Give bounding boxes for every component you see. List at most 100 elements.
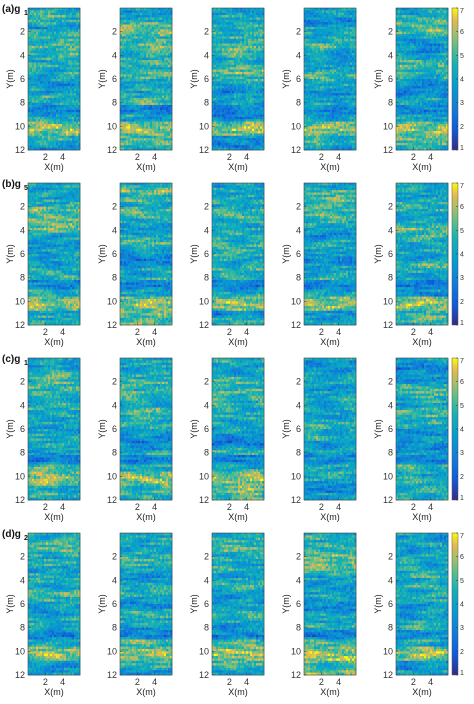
heatmap-cell xyxy=(164,90,167,94)
heatmap-cell xyxy=(234,133,237,137)
heatmap-cell xyxy=(248,71,251,75)
heatmap-cell xyxy=(216,123,219,127)
heatmap-cell xyxy=(228,34,231,37)
heatmap-cell xyxy=(76,95,79,99)
heatmap-cell xyxy=(234,90,237,94)
heatmap-cell xyxy=(136,64,139,68)
heatmap-cell xyxy=(150,22,153,25)
heatmap-cell xyxy=(160,90,163,94)
heatmap-cell xyxy=(130,114,133,118)
heatmap-cell xyxy=(32,38,35,42)
heatmap-cell xyxy=(170,119,173,122)
heatmap-cell xyxy=(136,90,139,94)
heatmap-cell xyxy=(258,62,261,66)
heatmap-cell xyxy=(44,57,47,61)
heatmap-cell xyxy=(136,52,139,56)
heatmap-cell xyxy=(158,22,161,25)
heatmap-cell xyxy=(160,114,163,118)
heatmap-cell xyxy=(258,147,261,151)
heatmap-cell xyxy=(48,100,51,104)
heatmap-cell xyxy=(212,12,215,16)
heatmap-cell xyxy=(222,31,225,35)
heatmap-cell xyxy=(166,74,169,77)
heatmap-cell xyxy=(256,147,259,151)
heatmap-cell xyxy=(36,95,39,99)
heatmap-cell xyxy=(166,69,169,73)
heatmap-cell xyxy=(128,133,131,137)
heatmap-cell xyxy=(64,67,67,70)
heatmap-cell xyxy=(260,135,263,139)
heatmap-cell xyxy=(124,36,127,40)
heatmap-cell xyxy=(122,138,125,141)
heatmap-cell xyxy=(78,57,81,61)
heatmap-cell xyxy=(224,52,227,56)
heatmap-cell xyxy=(250,60,253,63)
heatmap-cell xyxy=(348,8,351,11)
heatmap-cell xyxy=(152,15,155,18)
heatmap-cell xyxy=(244,88,247,92)
heatmap-cell xyxy=(336,22,339,25)
heatmap-cell xyxy=(28,86,31,89)
heatmap-cell xyxy=(56,24,59,28)
heatmap-cell xyxy=(166,121,169,125)
heatmap-cell xyxy=(58,102,61,106)
heatmap-cell xyxy=(46,69,49,73)
heatmap-cell xyxy=(32,50,35,54)
heatmap-cell xyxy=(36,116,39,120)
heatmap-cell xyxy=(338,17,341,21)
heatmap-cell xyxy=(142,135,145,139)
heatmap-cell xyxy=(134,10,137,14)
heatmap-cell xyxy=(216,62,219,66)
heatmap-cell xyxy=(318,26,321,30)
heatmap-cell xyxy=(72,26,75,30)
heatmap-cell xyxy=(140,8,143,11)
heatmap-cell xyxy=(158,50,161,54)
heatmap-cell xyxy=(242,45,245,49)
heatmap-cell xyxy=(170,10,173,14)
heatmap-cell xyxy=(352,19,355,23)
heatmap-cell xyxy=(120,41,123,44)
heatmap-cell xyxy=(134,26,137,30)
heatmap-cell xyxy=(228,86,231,89)
heatmap-cell xyxy=(346,10,349,14)
heatmap-cell xyxy=(164,67,167,70)
heatmap-cell xyxy=(146,100,149,104)
heatmap-cell xyxy=(74,17,77,21)
heatmap-cell xyxy=(256,62,259,66)
heatmap-cell xyxy=(66,93,69,96)
heatmap-cell xyxy=(120,100,123,104)
heatmap-cell xyxy=(138,48,141,51)
heatmap-cell xyxy=(222,86,225,89)
heatmap-cell xyxy=(246,81,249,85)
heatmap-cell xyxy=(252,121,255,125)
heatmap-cell xyxy=(76,121,79,125)
heatmap-cell xyxy=(222,12,225,16)
heatmap-cell xyxy=(36,17,39,21)
heatmap-cell xyxy=(154,34,157,37)
heatmap-cell xyxy=(40,97,43,101)
heatmap-cell xyxy=(166,116,169,120)
heatmap-cell xyxy=(214,79,217,82)
heatmap-cell xyxy=(126,147,129,151)
heatmap-cell xyxy=(232,55,235,59)
heatmap-cell xyxy=(148,107,151,111)
heatmap-cell xyxy=(150,10,153,14)
heatmap-cell xyxy=(142,24,145,28)
heatmap-cell xyxy=(152,133,155,137)
heatmap-cell xyxy=(122,71,125,75)
heatmap-cell xyxy=(138,50,141,54)
heatmap-cell xyxy=(248,131,251,134)
heatmap-cell xyxy=(128,19,131,23)
heatmap-cell xyxy=(214,147,217,151)
heatmap-cell xyxy=(64,76,67,80)
heatmap-cell xyxy=(66,10,69,14)
heatmap-cell xyxy=(48,79,51,82)
heatmap-cell xyxy=(242,147,245,151)
heatmap-cell xyxy=(234,145,237,148)
heatmap-cell xyxy=(136,86,139,89)
heatmap-cell xyxy=(228,83,231,87)
heatmap-cell xyxy=(126,45,129,49)
heatmap-cell xyxy=(150,55,153,59)
heatmap-cell xyxy=(256,105,259,108)
